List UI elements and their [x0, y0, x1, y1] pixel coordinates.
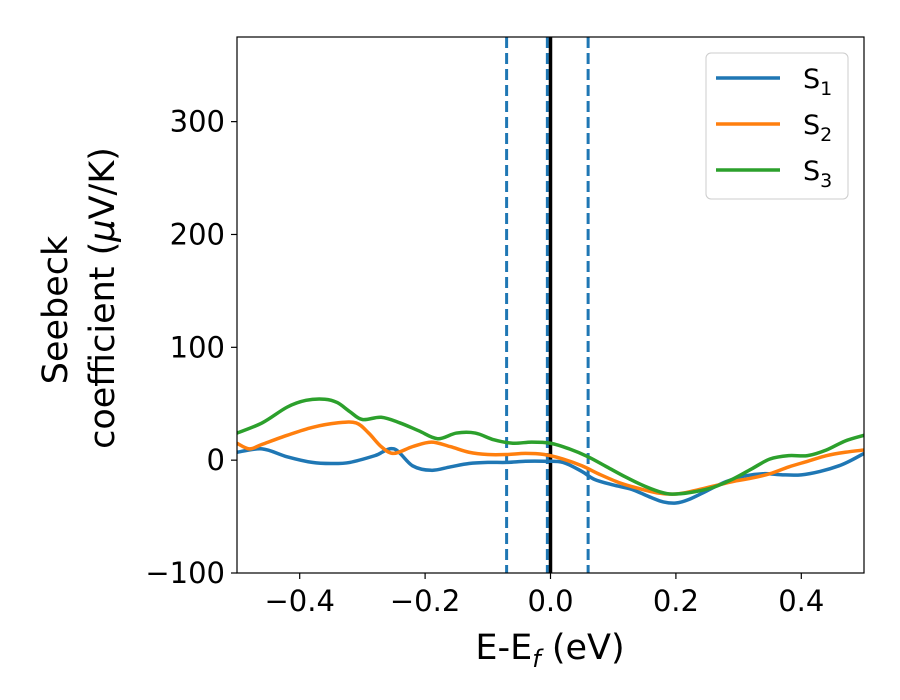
- y-axis-title-unit: V/K): [83, 147, 123, 219]
- legend-label-s2: S2: [803, 110, 832, 146]
- y-tick-label: −100: [145, 556, 225, 590]
- x-axis-ticks: −0.4 −0.2 0.0 0.2 0.4: [264, 573, 824, 618]
- series-lines: [237, 397, 864, 505]
- y-axis-title-line2: coefficient (μV/K): [83, 147, 123, 449]
- reference-lines: [505, 37, 590, 573]
- legend-label-s1: S1: [803, 64, 832, 100]
- y-tick-label: 0: [207, 443, 225, 477]
- x-axis-title-unit: (eV): [541, 628, 625, 668]
- y-axis-ticks: −100 0 100 200 300: [145, 105, 237, 590]
- y-axis-title-mu: μ: [83, 219, 123, 242]
- x-tick-label: 0.4: [778, 584, 824, 618]
- y-tick-label: 200: [170, 217, 225, 251]
- x-tick-label: 0.0: [527, 584, 573, 618]
- legend: S1 S2 S3: [705, 52, 849, 200]
- x-tick-label: −0.4: [264, 584, 334, 618]
- x-tick-label: 0.2: [653, 584, 699, 618]
- legend-entries: S1 S2 S3: [716, 64, 832, 192]
- y-tick-label: 100: [170, 330, 225, 364]
- legend-label-s3: S3: [803, 156, 832, 192]
- y-axis-title: Seebeck coefficient (μV/K): [36, 147, 123, 449]
- x-axis-title: E-Ef (eV): [475, 628, 624, 673]
- legend-box: [705, 52, 849, 200]
- series-line-s2: [237, 420, 864, 496]
- y-tick-label: 300: [170, 105, 225, 139]
- y-axis-title-line1: Seebeck: [36, 235, 76, 384]
- x-tick-label: −0.2: [390, 584, 460, 618]
- series-line-s3: [237, 397, 864, 496]
